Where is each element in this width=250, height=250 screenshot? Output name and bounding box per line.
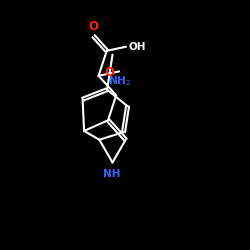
Text: O: O [105, 66, 115, 79]
Text: OH: OH [128, 42, 146, 52]
Text: O: O [88, 20, 99, 33]
Text: NH$_2$: NH$_2$ [108, 74, 131, 88]
Text: NH: NH [102, 169, 120, 179]
